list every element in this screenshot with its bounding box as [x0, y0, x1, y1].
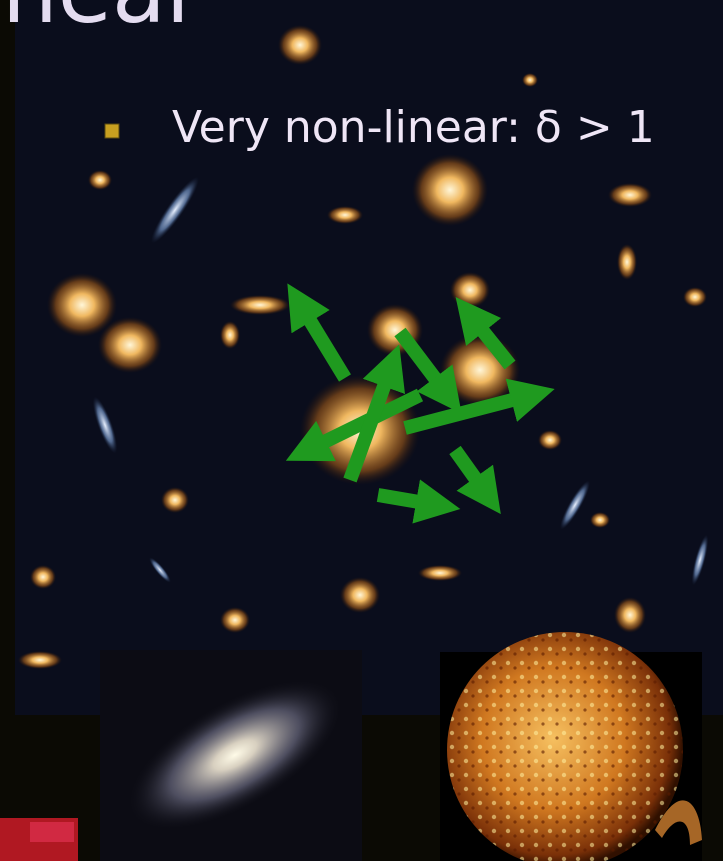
page: {"title": "near", "bullets": ["Very non-…: [0, 0, 723, 861]
red-photo-detail: [30, 822, 74, 842]
bullet-marker: [105, 124, 119, 138]
slide-title: near: [2, 0, 203, 43]
slide: near Very non-linear: δ > 1: [0, 0, 723, 861]
sun-texture: [447, 632, 683, 861]
bullet-text: Very non-linear: δ > 1: [172, 102, 655, 153]
